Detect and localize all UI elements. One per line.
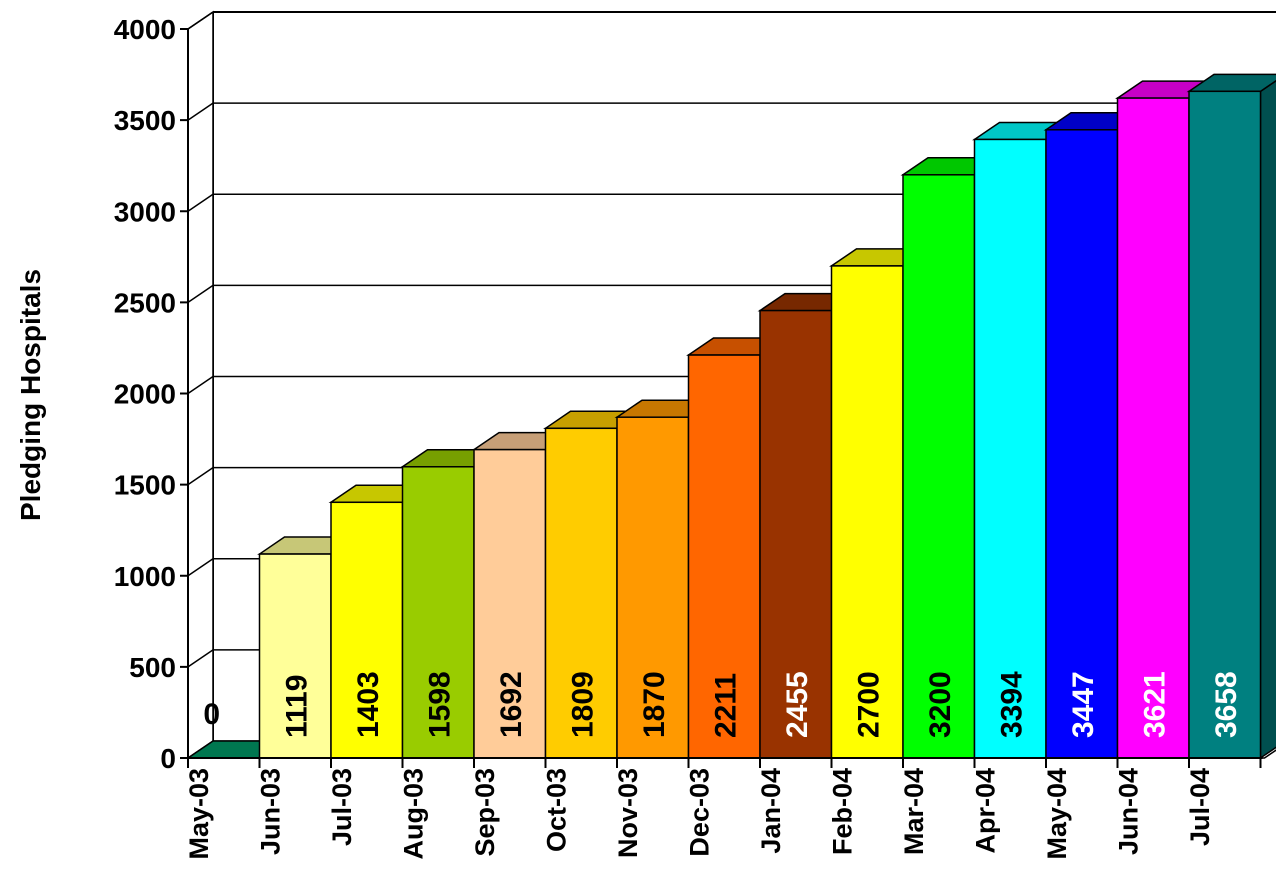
bar-May-04 [1045,129,1119,759]
y-tick-label: 1000 [114,561,176,592]
gridline-diag-1500 [187,467,214,486]
data-label: 1119 [280,675,313,738]
bar-Apr-04 [973,138,1047,759]
x-tick-label: Aug-03 [398,768,428,860]
y-tick-label: 500 [129,652,176,683]
x-tick-label: Jun-03 [255,768,285,855]
y-tick-label: 4000 [114,14,176,45]
data-label: 3200 [924,671,957,738]
y-tick-label: 3500 [114,105,176,136]
data-label: 3394 [995,671,1028,738]
gridline-diag-2000 [187,375,214,395]
y-tick-label: 0 [160,743,176,774]
data-label: 2455 [781,671,814,738]
gridline-diag-500 [187,649,214,668]
data-label: 3621 [1138,671,1171,738]
x-tick-label: Oct-03 [541,768,571,852]
data-label: 1692 [495,671,528,738]
x-tick-label: Jul-03 [327,768,357,846]
bar-Jan-04 [759,309,833,759]
data-label: 0 [203,698,220,731]
x-tick-label: Jul-04 [1185,768,1215,846]
y-tick-label: 1500 [114,470,176,501]
x-tick-label: Feb-04 [827,768,857,855]
x-tick-label: May-03 [184,768,214,860]
y-tick-label: 3000 [114,196,176,227]
data-label: 2211 [709,673,742,738]
data-label: 1870 [638,671,671,738]
data-label: 2700 [852,671,885,738]
bar-Jul-03 [330,501,404,759]
x-tick-label: Jan-04 [756,768,786,854]
x-tick-label: Mar-04 [899,768,929,855]
data-label: 1809 [566,671,599,738]
x-tick-label: Nov-03 [613,768,643,858]
bar-Dec-03 [687,354,761,759]
bar-Nov-03 [616,416,690,759]
gridline-diag-1000 [187,558,214,577]
x-tick-label: Apr-04 [970,768,1000,854]
gridline-diag-2500 [187,284,214,303]
gridline-diag-3500 [187,102,214,121]
y-axis: 0 500 1000 1500 2000 2500 3000 3500 4000 [114,14,189,774]
data-label: 1403 [352,671,385,738]
bar-Jun-03 [258,553,332,759]
y-tick-label: 2000 [114,379,176,410]
gridline-diag-3000 [187,193,214,212]
bar-Mar-04 [902,174,976,759]
bars: 0 1119 1403 1598 1692 1809 1870 2211 2455 2700 320… [185,73,1276,760]
x-axis: May-03 Jun-03 Jul-03 Aug-03 Sep-03 Oct-03 Nov-… [184,757,1263,860]
y-tick-label: 2500 [114,287,176,318]
data-label: 3658 [1210,671,1243,738]
bar-side [1259,79,1276,760]
bar-Jun-04 [1116,97,1190,759]
x-tick-label: Jun-04 [1113,768,1143,855]
y-axis-title: Pledging Hospitals [15,269,46,521]
x-tick-label: Dec-03 [684,768,714,857]
bar-Jul-04 [1188,90,1262,759]
data-label: 1598 [423,671,456,738]
bar-top [1186,73,1276,93]
data-label: 3447 [1067,671,1100,738]
x-tick-label: Sep-03 [470,768,500,857]
x-tick-label: May-04 [1042,768,1072,860]
gridline-diag-4000 [187,11,214,30]
